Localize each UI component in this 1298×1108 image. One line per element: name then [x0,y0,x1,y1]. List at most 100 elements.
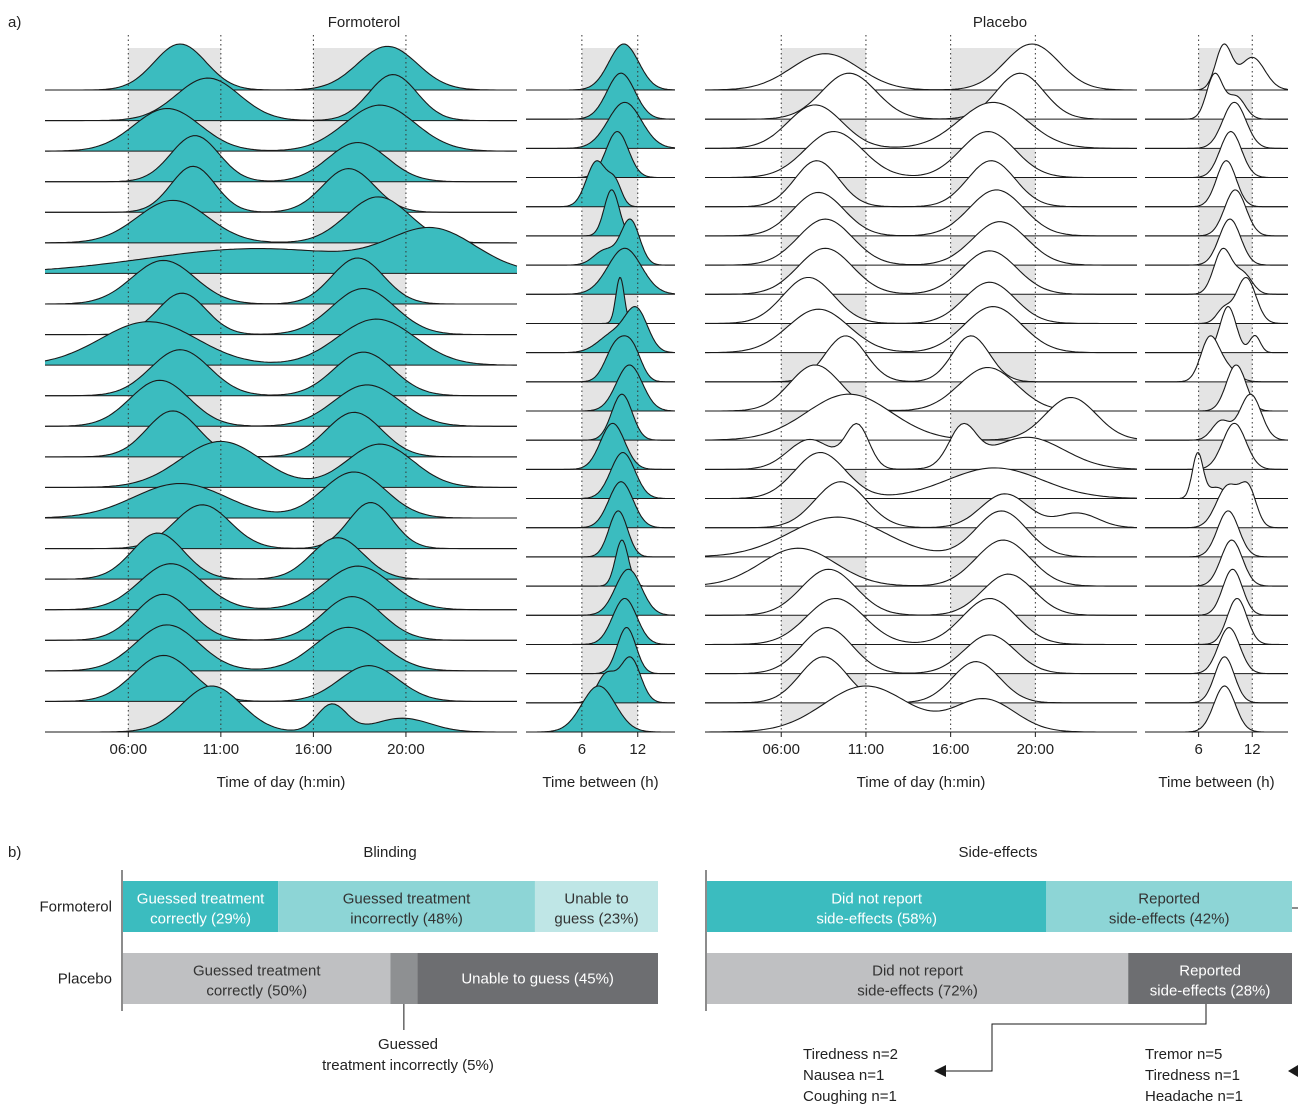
time-of-day-ridge-line-20 [705,597,1137,646]
time-of-day-ridge-line-7 [44,226,518,271]
time-of-day-ridge-line-2 [45,74,517,122]
time-between-ridge-fill-22 [1145,656,1288,703]
time-between-ridge-fill-3 [526,102,675,149]
time-between-ridge-fill-4 [1145,131,1288,178]
blinding-placebo-bar-segment-label: Unable to guess (45%) [461,971,614,988]
blinding-formoterol-bar-segment-label: Guessed treatment [343,891,471,908]
time-of-day-ridge-fill-12 [705,365,1137,411]
time-of-day-ridge-line-10 [44,318,517,366]
blinding-chart: Blinding Guessed treatment correctly (29%)… [121,844,658,1074]
time-of-day-ridge-fill-21 [45,655,517,702]
time-of-day-ridge-fill-15 [705,452,1137,499]
time-of-day-ridge-line-23 [705,685,1137,733]
time-of-day-ridge-fill-13 [705,394,1137,441]
time-between-ridge-fill-1 [526,44,675,90]
blinding-placebo-bar-segment-label: correctly (50%) [206,983,307,1000]
time-of-day-ridge-line-18 [45,563,517,611]
placebo-side-effect-item: Tiredness n=2 [803,1046,898,1063]
time-between-ridge-fill-16 [1145,481,1288,528]
time-between-tick-label: 12 [1244,741,1261,758]
time-of-day-ridge-fill-1 [45,44,517,90]
time-between-ridge-fill-23 [1145,686,1288,732]
time-of-day-ridge-line-19 [45,593,517,641]
blinding-formoterol-bar-segment-3 [534,881,658,932]
side-effects-placebo-bar-segment-label: side-effects (28%) [1150,983,1271,1000]
side-effects-placebo-bar-segment-label: side-effects (72%) [857,983,978,1000]
time-of-day-x-label: Time of day (h:min) [857,774,986,791]
time-between-ridge-fill-1 [1145,44,1288,90]
blinding-callout-text: treatment incorrectly (5%) [322,1057,494,1074]
arrow-left-icon [934,1065,946,1077]
time-of-day-ridge-line-20 [45,624,517,672]
arrow-left-icon [1288,1065,1298,1077]
time-between-tick-label: 6 [1194,741,1202,758]
time-between-ridge-fill-15 [526,452,675,499]
time-of-day-ridge-line-13 [705,393,1138,441]
placebo-side-effect-item: Nausea n=1 [803,1067,884,1084]
blinding-formoterol-bar-segment-label: Unable to [564,891,628,908]
blinding-formoterol-bar-segment-label: guess (23%) [554,911,638,928]
time-between-ridge-fill-18 [1145,540,1288,587]
time-of-day-ridge-fill-6 [45,196,517,243]
time-of-day-ridge-fill-5 [705,160,1137,207]
time-between-ridge-fill-23 [526,686,675,732]
side-effects-formoterol-bar-segment-label: Reported [1138,891,1200,908]
time-of-day-tick-label: 16:00 [932,741,970,758]
time-of-day-tick-label: 20:00 [387,741,425,758]
time-of-day-ridge-fill-21 [705,627,1137,674]
time-between-ridge-fill-3 [1145,102,1288,149]
blinding-formoterol-bar-segment-label: incorrectly (48%) [350,911,463,928]
side-effects-placebo-bar-segment-label: Reported [1179,963,1241,980]
time-of-day-x-label: Time of day (h:min) [217,774,346,791]
blinding-placebo-bar-segment-3 [417,953,658,1004]
time-of-day-ridge-line-4 [705,130,1137,179]
time-of-day-ridge-line-22 [45,685,517,733]
time-between-ridge-fill-9 [1145,277,1288,324]
blinding-title: Blinding [363,844,416,861]
blinding-callout-text: Guessed [378,1036,438,1053]
time-of-day-ridge-line-15 [705,451,1138,500]
time-of-day-ridge-fill-5 [45,166,517,213]
side-effects-formoterol-bar-segment-label: side-effects (42%) [1109,911,1230,928]
time-of-day-ridge-fill-8 [45,258,517,304]
row-label-placebo: Placebo [58,971,112,988]
side-effects-formoterol-bar-segment-label: Did not report [831,891,923,908]
time-between-ridge-fill-7 [526,219,675,266]
time-between-ridge-fill-11 [526,335,675,382]
time-between-ridge-fill-5 [1145,160,1288,207]
time-between-tick-label: 6 [578,741,586,758]
ridge-group-formoterol: Formoterol 06:00 11:00 16:00 20:00 Time of da… [44,14,676,791]
panel-b: b) Formoterol Placebo Blinding Guessed trea… [8,844,1298,1105]
time-of-day-ridge-line-3 [704,101,1137,149]
time-between-tick-label: 12 [629,741,646,758]
side-effects-formoterol-bar-segment-label: side-effects (58%) [816,911,937,928]
time-of-day-ridge-line-3 [45,104,517,152]
time-of-day-ridge-line-11 [45,349,517,397]
placebo-side-effect-item: Coughing n=1 [803,1088,897,1105]
time-of-day-ridge-fill-2 [45,74,517,121]
time-between-ridge-fill-15 [1145,452,1288,499]
side-effects-placebo-bar-segment-label: Did not report [872,963,964,980]
formoterol-side-effect-item: Headache n=1 [1145,1088,1243,1105]
blinding-formoterol-bar-segment-label: Guessed treatment [137,891,265,908]
ridge-group-placebo: Placebo 06:00 11:00 16:00 20:00 Time of day (… [704,14,1289,791]
time-of-day-ridge-fill-20 [705,598,1137,645]
time-between-ridge-fill-7 [1145,219,1288,266]
time-of-day-ridge-line-15 [44,471,517,519]
time-of-day-ridge-line-2 [705,72,1137,120]
time-of-day-ridge-fill-10 [705,306,1137,353]
blinding-placebo-bar-segment-2 [390,953,418,1004]
time-between-ridge-fill-11 [1145,335,1288,382]
time-of-day-ridge-line-10 [705,306,1137,354]
time-of-day-tick-label: 20:00 [1017,741,1055,758]
time-of-day-ridge-line-5 [705,160,1137,208]
time-between-x-label: Time between (h) [1158,774,1274,791]
time-of-day-ridge-fill-14 [45,441,517,488]
time-of-day-tick-label: 06:00 [110,741,148,758]
time-between-ridge-fill-21 [526,627,675,674]
time-of-day-ridge-fill-7 [705,219,1137,266]
blinding-formoterol-bar-segment-2 [278,881,535,932]
time-of-day-ridge-fill-9 [705,277,1137,324]
time-of-day-ridge-line-22 [705,656,1137,704]
